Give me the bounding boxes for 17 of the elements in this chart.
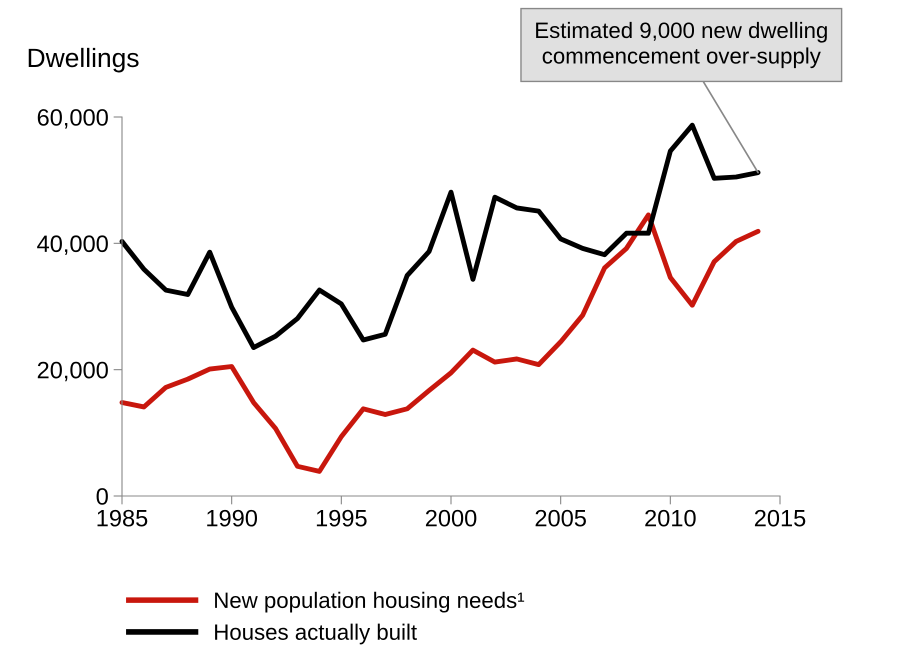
x-tick-label: 2010 <box>645 510 696 527</box>
x-tick-label: 1990 <box>207 510 258 527</box>
y-tick-label: 0 <box>96 488 108 505</box>
x-tick-label: 1995 <box>316 510 367 527</box>
y-tick-label: 60,000 <box>38 109 108 129</box>
line-series <box>120 212 760 474</box>
legend-label: New population housing needs¹ <box>215 592 524 613</box>
y-tick-label: 40,000 <box>37 235 108 255</box>
y-axis-title: Dwellings <box>28 48 139 72</box>
x-tick-label: 1985 <box>98 510 148 527</box>
annotation: Estimated 9,000 new dwelling commencement over-supply <box>536 22 827 68</box>
x-tick-label: 2015 <box>754 510 806 527</box>
line-series <box>120 122 760 350</box>
x-tick-label: 2000 <box>426 510 476 527</box>
y-tick-label: 20,000 <box>38 362 108 382</box>
x-tick-label: 2005 <box>536 510 586 527</box>
legend-label: Houses actually built <box>215 624 417 644</box>
